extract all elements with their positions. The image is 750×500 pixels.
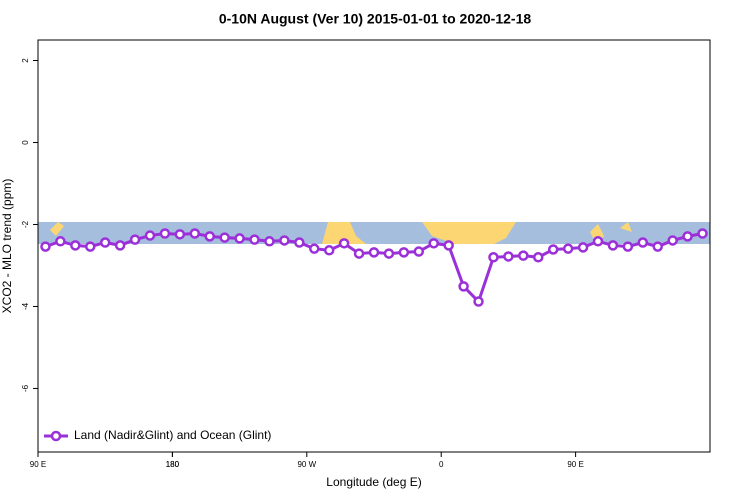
data-point — [70, 240, 81, 251]
y-tick-label: -4 — [21, 302, 30, 310]
data-point — [234, 233, 245, 244]
data-point — [533, 252, 544, 263]
data-point — [159, 228, 171, 239]
data-point — [518, 250, 529, 261]
x-tick-label: 180 — [166, 460, 180, 469]
data-point — [309, 243, 320, 254]
data-point — [697, 228, 708, 239]
data-point — [368, 247, 380, 258]
y-tick-label: -2 — [21, 220, 30, 228]
data-point — [114, 240, 126, 251]
data-point — [294, 237, 305, 248]
x-tick-label: 90 E — [567, 460, 583, 469]
data-point — [652, 241, 663, 252]
data-point — [398, 247, 410, 258]
data-point — [428, 238, 439, 249]
data-point — [279, 235, 290, 246]
y-tick-label: -6 — [21, 384, 30, 392]
data-point — [443, 240, 454, 251]
data-point — [547, 244, 559, 255]
data-point — [667, 235, 678, 246]
data-point — [99, 237, 111, 248]
chart-title: 0-10N August (Ver 10) 2015-01-01 to 2020… — [219, 11, 532, 27]
data-point — [338, 238, 350, 249]
data-point — [189, 228, 201, 239]
data-point — [55, 236, 66, 247]
data-point — [144, 230, 156, 241]
data-point — [264, 236, 275, 247]
x-axis-label: Longitude (deg E) — [326, 475, 421, 489]
data-point — [40, 241, 51, 252]
data-point — [383, 248, 395, 259]
data-point — [129, 234, 141, 245]
data-point — [592, 236, 604, 247]
data-point — [204, 231, 215, 242]
x-tick-label: 0 — [439, 460, 444, 469]
data-point — [413, 246, 425, 257]
legend-marker — [50, 430, 62, 442]
data-point — [622, 241, 634, 252]
data-point — [488, 252, 499, 263]
data-point — [607, 240, 619, 251]
y-axis-label: XCO2 - MLO trend (ppm) — [0, 179, 14, 314]
data-point — [249, 234, 260, 245]
data-point — [682, 231, 693, 242]
data-point — [458, 281, 469, 292]
plot-frame — [37, 39, 711, 453]
y-tick-label: 0 — [21, 140, 30, 145]
data-point — [85, 241, 96, 252]
x-tick-label: 90 W — [297, 460, 316, 469]
data-point — [219, 232, 230, 243]
x-tick-label: 180 — [166, 460, 180, 469]
y-tick-label: 2 — [21, 58, 30, 63]
data-point — [577, 242, 589, 253]
data-point — [473, 296, 484, 307]
legend-label: Land (Nadir&Glint) and Ocean (Glint) — [74, 428, 271, 442]
data-point — [562, 243, 574, 254]
data-point — [503, 251, 514, 262]
x-tick-label: 90 E — [30, 460, 46, 469]
data-point — [637, 237, 649, 248]
data-point — [323, 245, 335, 256]
data-point — [174, 229, 186, 240]
data-point — [353, 248, 365, 259]
